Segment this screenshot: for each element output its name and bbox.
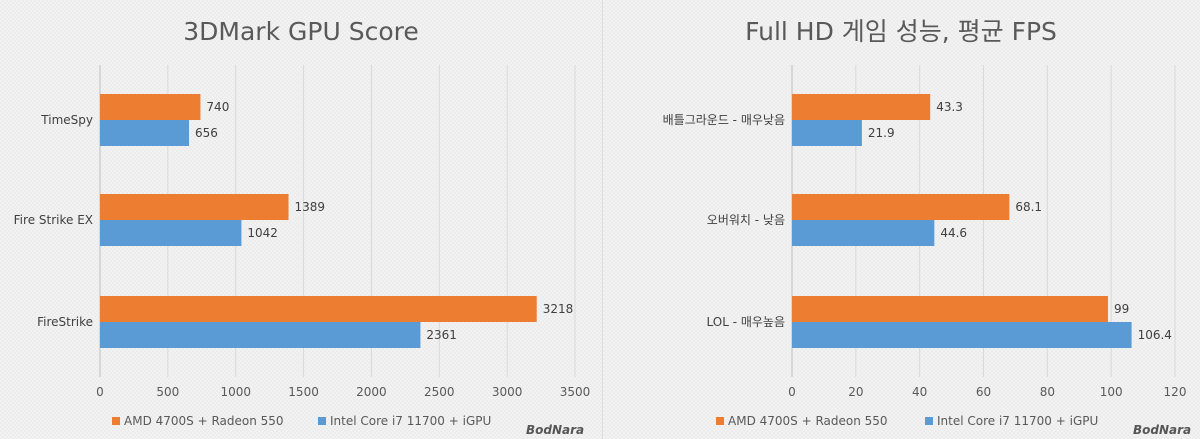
left-legend-label: AMD 4700S + Radeon 550 bbox=[124, 414, 284, 428]
right-bar-series-a bbox=[792, 296, 1108, 322]
right-data-label: 21.9 bbox=[868, 126, 895, 140]
left-bar-series-b bbox=[100, 120, 190, 146]
left-x-tick-label: 3000 bbox=[492, 385, 523, 399]
right-x-tick-label: 60 bbox=[976, 385, 991, 399]
right-data-label: 43.3 bbox=[936, 100, 963, 114]
left-x-tick-label: 500 bbox=[156, 385, 179, 399]
right-category-label: 오버워치 - 낮음 bbox=[707, 213, 785, 227]
right-data-label: 99 bbox=[1114, 302, 1129, 316]
left-x-tick-label: 0 bbox=[96, 385, 104, 399]
left-category-label: Fire Strike EX bbox=[14, 213, 93, 227]
right-data-label: 68.1 bbox=[1015, 200, 1042, 214]
left-bar-series-b bbox=[100, 220, 242, 246]
right-legend-label: Intel Core i7 11700 + iGPU bbox=[937, 414, 1098, 428]
left-data-label: 1042 bbox=[247, 226, 278, 240]
left-legend-swatch bbox=[112, 417, 120, 425]
left-data-label: 3218 bbox=[543, 302, 574, 316]
chart-fps-svg: Full HD 게임 성능, 평균 FPS 0 20 40 60 80 100 120 배틀그라… bbox=[663, 17, 1192, 437]
right-category-label: LOL - 매우높음 bbox=[706, 315, 785, 329]
chart-3dmark-svg: 3DMark GPU Score 0 500 1000 1500 2000 2500 3000… bbox=[14, 17, 591, 437]
left-data-label: 656 bbox=[195, 126, 218, 140]
left-legend-swatch bbox=[318, 417, 326, 425]
left-bar-series-a bbox=[100, 296, 537, 322]
right-bar-series-b bbox=[792, 120, 862, 146]
right-x-tick-label: 80 bbox=[1040, 385, 1055, 399]
left-x-tick-label: 1500 bbox=[288, 385, 319, 399]
left-x-tick-label: 1000 bbox=[220, 385, 251, 399]
right-watermark: BodNara bbox=[1133, 423, 1191, 437]
left-x-tick-label: 3500 bbox=[560, 385, 591, 399]
right-category-label: 배틀그라운드 - 매우낮음 bbox=[663, 113, 785, 127]
chart-panel-fps: Full HD 게임 성능, 평균 FPS 0 20 40 60 80 100 120 배틀그라… bbox=[602, 0, 1200, 439]
right-legend-swatch bbox=[925, 417, 933, 425]
left-bar-series-a bbox=[100, 94, 201, 120]
right-bar-series-b bbox=[792, 322, 1132, 348]
left-x-tick-label: 2000 bbox=[356, 385, 387, 399]
right-bar-series-b bbox=[792, 220, 935, 246]
left-legend-label: Intel Core i7 11700 + iGPU bbox=[330, 414, 491, 428]
right-legend-label: AMD 4700S + Radeon 550 bbox=[728, 414, 888, 428]
left-bar-series-a bbox=[100, 194, 289, 220]
left-bar-series-b bbox=[100, 322, 421, 348]
left-x-tick-label: 2500 bbox=[424, 385, 455, 399]
right-data-label: 44.6 bbox=[940, 226, 967, 240]
right-x-tick-label: 100 bbox=[1100, 385, 1123, 399]
left-data-label: 740 bbox=[206, 100, 229, 114]
right-data-label: 106.4 bbox=[1138, 328, 1172, 342]
right-legend-swatch bbox=[716, 417, 724, 425]
chart-panel-3dmark: 3DMark GPU Score 0 500 1000 1500 2000 2500 3000… bbox=[0, 0, 602, 439]
left-watermark: BodNara bbox=[526, 423, 584, 437]
left-data-label: 1389 bbox=[295, 200, 326, 214]
right-bar-series-a bbox=[792, 94, 931, 120]
right-x-tick-label: 20 bbox=[848, 385, 863, 399]
left-data-label: 2361 bbox=[426, 328, 457, 342]
right-chart-title: Full HD 게임 성능, 평균 FPS bbox=[745, 17, 1057, 46]
left-category-label: TimeSpy bbox=[40, 113, 93, 127]
right-bar-series-a bbox=[792, 194, 1010, 220]
right-x-tick-label: 40 bbox=[912, 385, 927, 399]
left-chart-title: 3DMark GPU Score bbox=[183, 17, 418, 46]
right-x-tick-label: 120 bbox=[1164, 385, 1187, 399]
left-category-label: FireStrike bbox=[37, 315, 93, 329]
right-x-tick-label: 0 bbox=[788, 385, 796, 399]
